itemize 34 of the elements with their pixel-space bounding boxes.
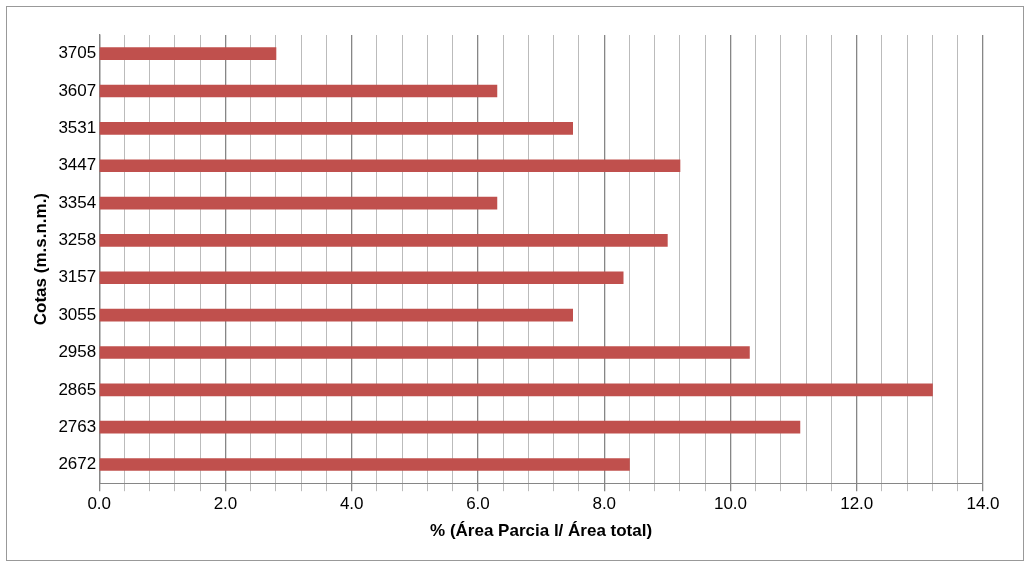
y-tick-label: 3055: [58, 304, 97, 324]
bar: [99, 458, 630, 471]
y-tick-label: 2763: [58, 416, 97, 436]
bar: [99, 47, 277, 61]
x-tick-label: 4.0: [339, 494, 364, 514]
y-tick-label: 2672: [58, 454, 97, 474]
bar: [99, 308, 573, 322]
bar: [99, 159, 681, 173]
y-tick-label: 3354: [58, 192, 97, 212]
x-tick-label: 10.0: [713, 494, 748, 514]
y-tick-label: 3607: [58, 80, 97, 100]
x-axis-title: % (Área Parcia l/ Área total): [430, 521, 653, 541]
y-tick-label: 3705: [58, 43, 97, 63]
y-axis-title: Cotas (m.s.n.m.): [30, 192, 50, 326]
y-tick-label: 2865: [58, 379, 97, 399]
x-tick-label: 6.0: [466, 494, 490, 514]
x-tick-label: 12.0: [840, 494, 874, 514]
y-tick-label: 3447: [58, 155, 97, 175]
bar: [99, 196, 498, 210]
bar: [99, 84, 498, 98]
bar: [99, 420, 801, 434]
bar: [99, 346, 750, 359]
y-tick-label: 2958: [58, 342, 97, 362]
y-tick-label: 3157: [58, 267, 97, 287]
y-tick-label: 3531: [58, 118, 97, 138]
x-tick-label: 8.0: [592, 494, 617, 514]
x-tick-label: 14.0: [966, 494, 1000, 514]
bar: [99, 234, 668, 247]
x-tick-label: 2.0: [213, 494, 238, 514]
x-tick-label: 0.0: [87, 494, 112, 514]
y-tick-label: 3258: [58, 230, 97, 250]
bar: [99, 271, 624, 285]
bar: [99, 122, 573, 135]
bar: [99, 383, 933, 397]
